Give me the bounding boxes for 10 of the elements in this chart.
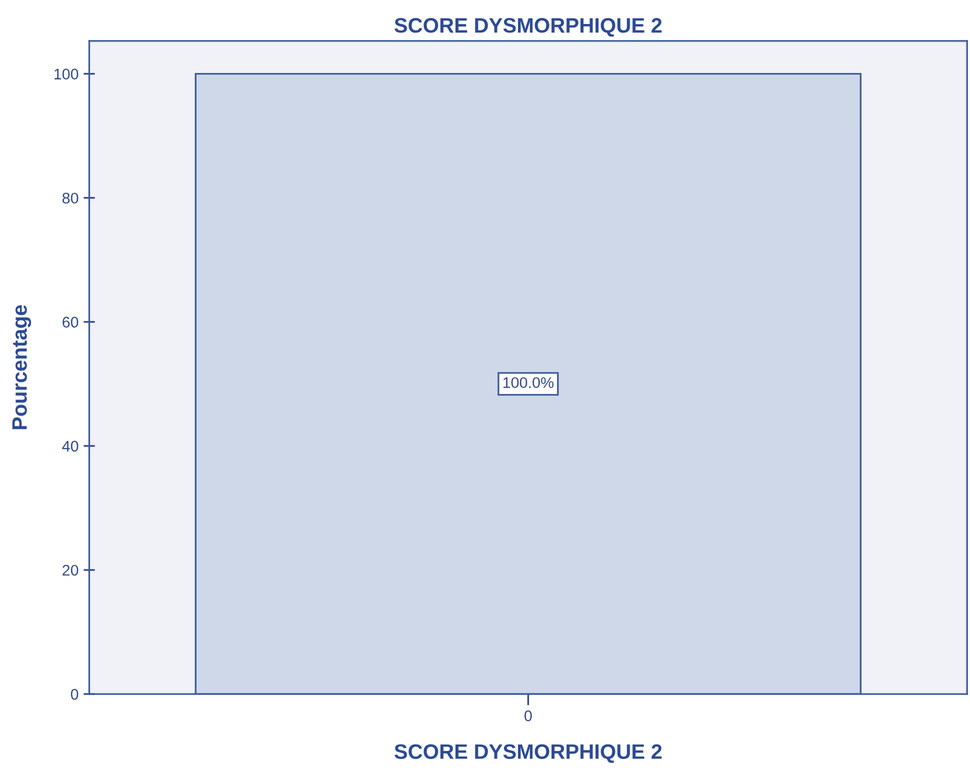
y-tick-label: 0 bbox=[70, 688, 78, 700]
y-tick-label: 20 bbox=[62, 564, 78, 576]
y-axis-title: Pourcentage bbox=[12, 305, 32, 430]
y-tick-label: 100 bbox=[54, 68, 78, 80]
chart-title: SCORE DYSMORPHIQUE 2 bbox=[394, 18, 662, 37]
x-axis-title: SCORE DYSMORPHIQUE 2 bbox=[394, 744, 662, 763]
y-tick-label: 40 bbox=[62, 440, 78, 452]
y-tick-label: 80 bbox=[62, 192, 78, 204]
y-tick-label: 60 bbox=[62, 316, 78, 328]
data-label: 100.0% bbox=[503, 377, 554, 388]
